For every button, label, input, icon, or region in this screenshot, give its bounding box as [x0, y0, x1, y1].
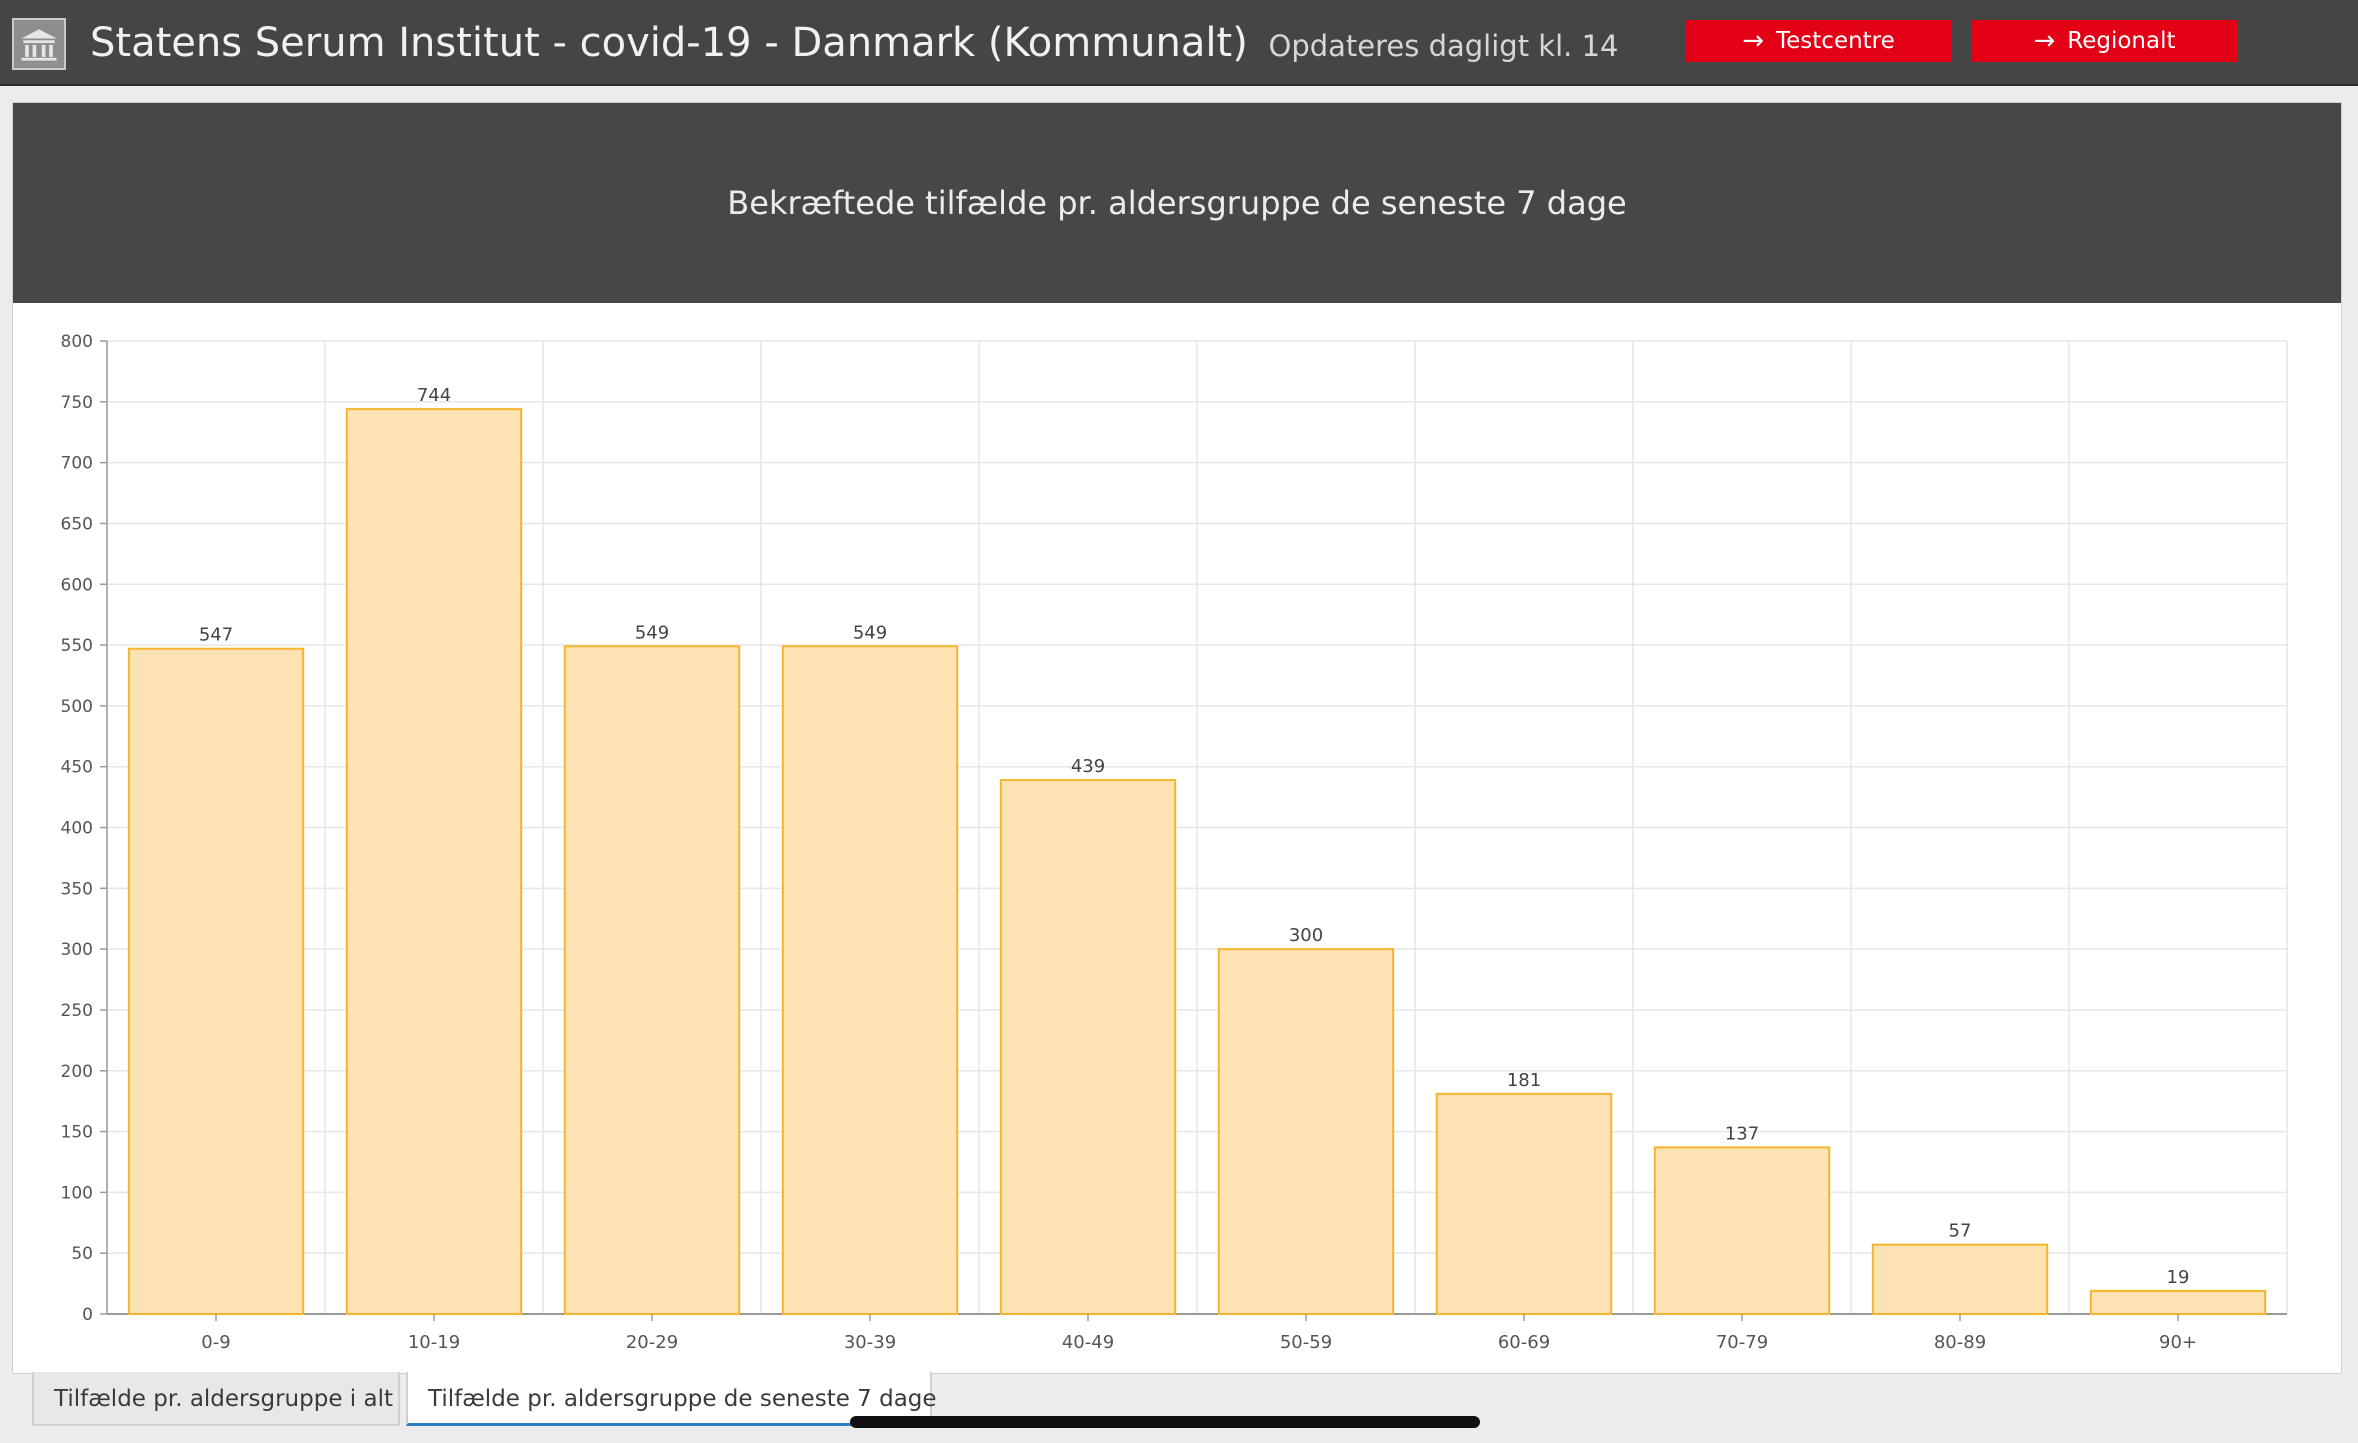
y-tick-label: 150 — [61, 1123, 93, 1143]
regionalt-button-label: Regionalt — [2067, 28, 2176, 54]
app-title: Statens Serum Institut - covid-19 - Danm… — [90, 18, 1618, 68]
x-tick-label: 60-69 — [1498, 1332, 1550, 1353]
data-label: 549 — [635, 622, 669, 643]
arrow-right-icon: → — [1742, 26, 1764, 56]
y-tick-label: 450 — [61, 758, 93, 778]
y-tick-label: 750 — [61, 393, 93, 413]
bar — [1435, 1092, 1613, 1316]
y-tick-label: 500 — [61, 697, 93, 717]
testcentre-button[interactable]: → Testcentre — [1685, 20, 1952, 62]
horizontal-scrollbar[interactable] — [850, 1416, 1480, 1428]
data-label: 300 — [1289, 925, 1323, 946]
x-tick-label: 70-79 — [1716, 1332, 1768, 1353]
bar — [781, 645, 959, 1315]
bar-chart: 0 50 100 150 200 250 300 350 400 450 500 550 600 650 7… — [61, 332, 2288, 1353]
bar — [2089, 1289, 2267, 1315]
chart-panel: Bekræftede tilfælde pr. aldersgruppe de … — [12, 102, 2342, 1374]
data-label: 181 — [1507, 1070, 1541, 1091]
testcentre-button-label: Testcentre — [1776, 28, 1895, 54]
arrow-right-icon: → — [2033, 26, 2056, 56]
y-tick-label: 200 — [61, 1062, 93, 1082]
bar — [999, 779, 1177, 1315]
x-tick-label: 40-49 — [1062, 1332, 1114, 1353]
tab-last-7-days-by-age[interactable]: Tilfælde pr. aldersgruppe de seneste 7 d… — [406, 1372, 937, 1426]
y-tick-label: 50 — [71, 1244, 93, 1264]
app-title-text: Statens Serum Institut - covid-19 - Danm… — [90, 20, 1248, 66]
update-note: Opdateres dagligt kl. 14 — [1268, 29, 1619, 63]
y-tick-label: 250 — [61, 1001, 93, 1021]
x-tick-label: 80-89 — [1934, 1332, 1986, 1353]
data-label: 439 — [1071, 756, 1105, 777]
x-tick-label: 50-59 — [1280, 1332, 1332, 1353]
data-label: 137 — [1725, 1123, 1759, 1144]
bar — [563, 645, 741, 1315]
data-label: 549 — [853, 622, 887, 643]
bar — [1871, 1243, 2049, 1315]
data-label: 547 — [199, 625, 233, 646]
bar — [1217, 948, 1395, 1315]
y-tick-label: 0 — [82, 1305, 93, 1325]
x-tick-label: 90+ — [2159, 1332, 2197, 1353]
x-tick-label: 0-9 — [201, 1332, 230, 1353]
y-tick-label: 600 — [61, 575, 93, 595]
y-tick-label: 300 — [61, 940, 93, 960]
bar — [345, 408, 523, 1315]
data-label: 744 — [417, 385, 451, 406]
x-tick-label: 30-39 — [844, 1332, 896, 1353]
y-tick-label: 350 — [61, 879, 93, 899]
chart-title: Bekræftede tilfælde pr. aldersgruppe de … — [727, 184, 1627, 222]
regionalt-button[interactable]: → Regionalt — [1971, 20, 2238, 62]
y-tick-label: 650 — [61, 514, 93, 534]
tab-total-by-age[interactable]: Tilfælde pr. aldersgruppe i alt — [32, 1372, 400, 1426]
data-label: 57 — [1949, 1221, 1972, 1242]
chart-header: Bekræftede tilfælde pr. aldersgruppe de … — [13, 103, 2341, 303]
data-label: 19 — [2167, 1267, 2190, 1288]
building-icon[interactable] — [12, 18, 66, 70]
x-tick-label: 10-19 — [408, 1332, 460, 1353]
top-header: Statens Serum Institut - covid-19 - Danm… — [0, 0, 2358, 86]
y-tick-label: 400 — [61, 819, 93, 839]
y-tick-label: 550 — [61, 636, 93, 656]
y-tick-label: 800 — [61, 332, 93, 352]
x-tick-label: 20-29 — [626, 1332, 678, 1353]
bar — [1653, 1146, 1831, 1316]
y-tick-label: 700 — [61, 454, 93, 474]
bar — [127, 647, 305, 1315]
y-tick-label: 100 — [61, 1183, 93, 1203]
